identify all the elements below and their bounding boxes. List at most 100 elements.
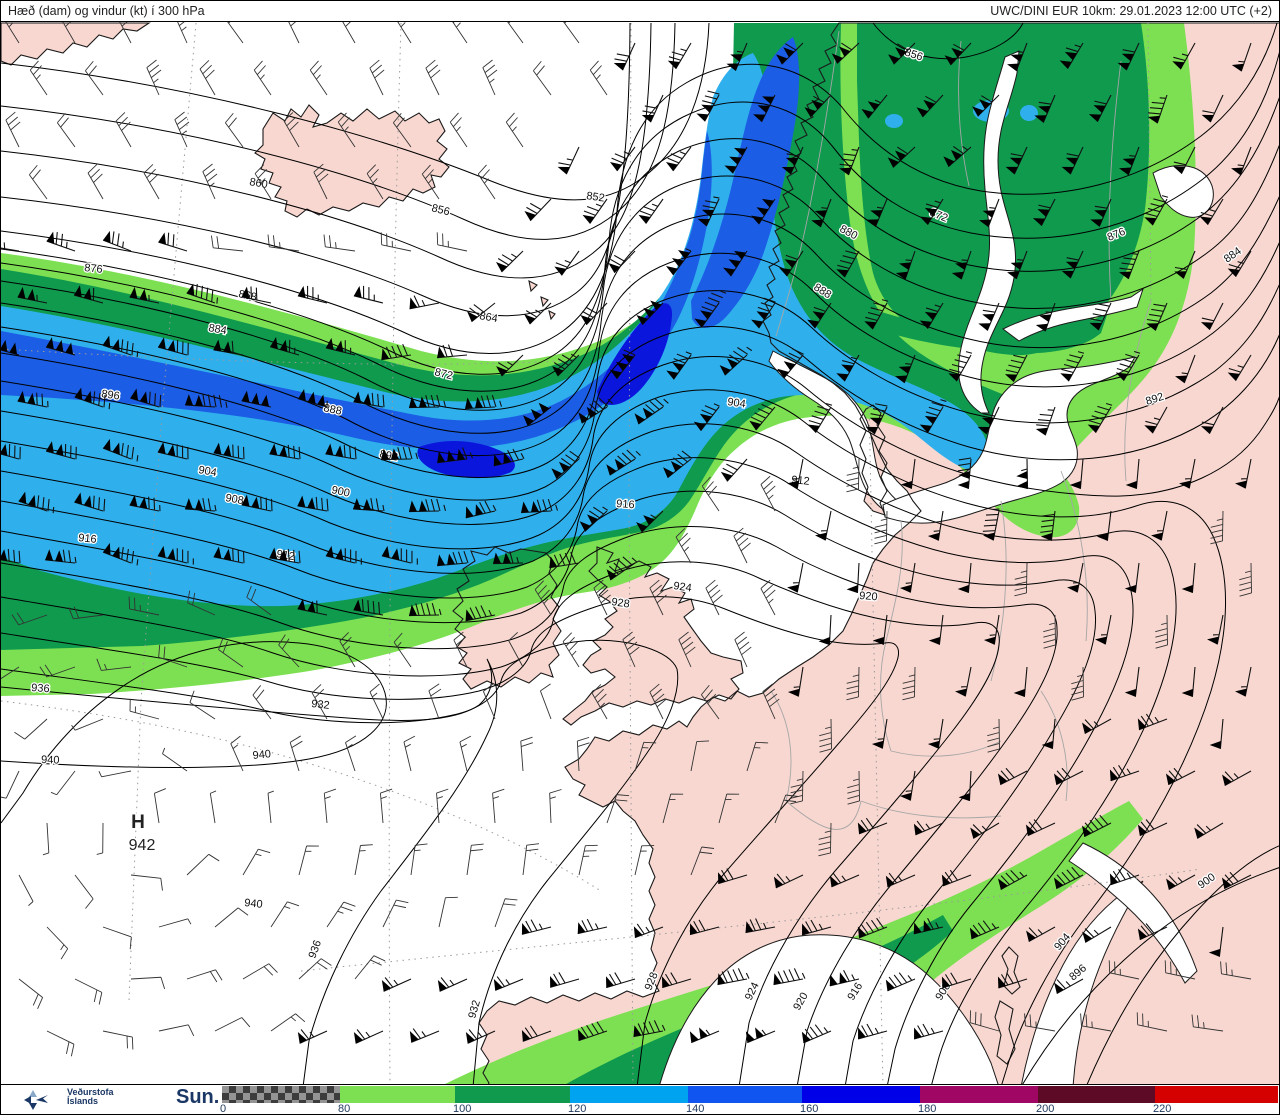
contour-label: 928 xyxy=(611,596,631,610)
contour-label: 904 xyxy=(727,396,747,410)
wind-barb xyxy=(634,741,657,772)
wind-barb xyxy=(842,354,860,382)
wind-barb xyxy=(762,683,780,720)
wind-barb xyxy=(1084,718,1112,735)
wind-barb xyxy=(323,234,356,252)
wind-barb xyxy=(1210,510,1224,545)
wind-barb xyxy=(1228,250,1252,277)
wind-barb xyxy=(326,901,356,928)
wind-barb xyxy=(246,585,272,616)
wind-barb xyxy=(933,718,944,749)
wind-barb xyxy=(309,60,328,96)
wind-barb xyxy=(1,770,20,799)
wind-barb xyxy=(1146,302,1168,331)
wind-barb xyxy=(39,664,76,678)
wind-barb xyxy=(1191,1014,1224,1032)
wind-barb xyxy=(819,718,832,753)
wind-barb xyxy=(1191,666,1196,697)
wind-barb xyxy=(57,112,76,148)
wind-barb xyxy=(667,146,692,172)
wind-barb xyxy=(633,1020,666,1038)
wind-barb xyxy=(583,198,608,224)
wind-barb xyxy=(925,198,944,225)
wind-barb xyxy=(582,302,608,326)
wind-barb xyxy=(153,788,166,824)
wind-barb xyxy=(534,580,552,616)
wind-barb xyxy=(947,145,972,168)
legend-segment-160 xyxy=(802,1086,920,1103)
wind-barb xyxy=(639,198,664,224)
contour-label: 940 xyxy=(244,897,264,911)
wind-barb xyxy=(839,146,860,176)
wind-barb xyxy=(1000,767,1028,786)
coastline xyxy=(859,404,888,516)
wind-barb xyxy=(29,60,48,96)
contour-label: 916 xyxy=(616,498,635,511)
wind-barb xyxy=(242,963,278,980)
wind-barb xyxy=(393,112,412,148)
wind-barb xyxy=(157,444,189,460)
wind-barb xyxy=(1145,406,1168,434)
wind-barb xyxy=(933,510,944,541)
wind-barb xyxy=(1116,350,1141,381)
wind-barb xyxy=(668,42,692,70)
sea-area xyxy=(1002,287,1144,342)
wind-barb xyxy=(449,112,468,148)
wind-barb xyxy=(146,59,162,96)
wind-barb xyxy=(313,163,329,200)
wind-barb xyxy=(1168,874,1196,891)
wind-barb xyxy=(1040,510,1056,541)
contour-label: 896 xyxy=(101,388,121,402)
wind-barb xyxy=(774,794,799,824)
wind-barb xyxy=(558,146,580,175)
wind-barb xyxy=(1127,146,1140,176)
wind-barb xyxy=(1155,614,1168,649)
wind-barb xyxy=(521,919,552,935)
wind-barb xyxy=(210,235,244,252)
wind-barb xyxy=(189,690,216,720)
coastline xyxy=(528,280,538,293)
wind-barb xyxy=(1,666,20,680)
wind-barb xyxy=(555,250,580,276)
wind-barb xyxy=(102,926,132,950)
wind-barb xyxy=(74,495,106,512)
sea-area xyxy=(658,934,1000,1088)
wind-barb xyxy=(353,285,384,304)
wind-barb xyxy=(242,848,271,876)
map-title: Hæð (dam) og vindur (kt) í 300 hPa xyxy=(8,4,205,18)
wind-barb xyxy=(857,1023,888,1040)
legend-segment-0 xyxy=(222,1086,340,1103)
wind-barb xyxy=(1084,926,1112,943)
wind-barb xyxy=(608,556,638,581)
coastline xyxy=(478,22,1279,1088)
legend-tick: 120 xyxy=(568,1103,587,1115)
height-contour-892 xyxy=(1,284,1279,478)
wind-barb xyxy=(783,348,804,379)
contour-label: 920 xyxy=(859,590,878,603)
wind-barb xyxy=(649,579,667,616)
wind-barb xyxy=(323,788,337,824)
wind-barb xyxy=(1065,42,1084,69)
contour-label: 916 xyxy=(78,532,98,546)
wind-barb xyxy=(29,164,48,200)
wind-barb xyxy=(102,1030,134,1050)
wind-barb xyxy=(436,788,449,824)
wind-barb xyxy=(278,634,300,668)
wind-barb xyxy=(1220,961,1252,980)
wind-barb xyxy=(792,458,804,489)
wind-barb xyxy=(781,42,804,65)
wind-barb xyxy=(428,683,442,720)
landmass xyxy=(1,23,149,65)
height-contour-932 xyxy=(1,639,679,1088)
wind-barb xyxy=(209,790,217,824)
wind-barb xyxy=(74,874,94,909)
wind-barb xyxy=(1181,354,1196,384)
wind-barb xyxy=(497,250,524,273)
wind-barb xyxy=(353,599,384,616)
wind-barb xyxy=(130,874,163,891)
wind-barb xyxy=(267,234,300,252)
wind-barb xyxy=(408,602,442,617)
wind-barb xyxy=(1090,302,1112,331)
country-border xyxy=(860,800,1002,819)
wind-barb xyxy=(379,788,393,824)
